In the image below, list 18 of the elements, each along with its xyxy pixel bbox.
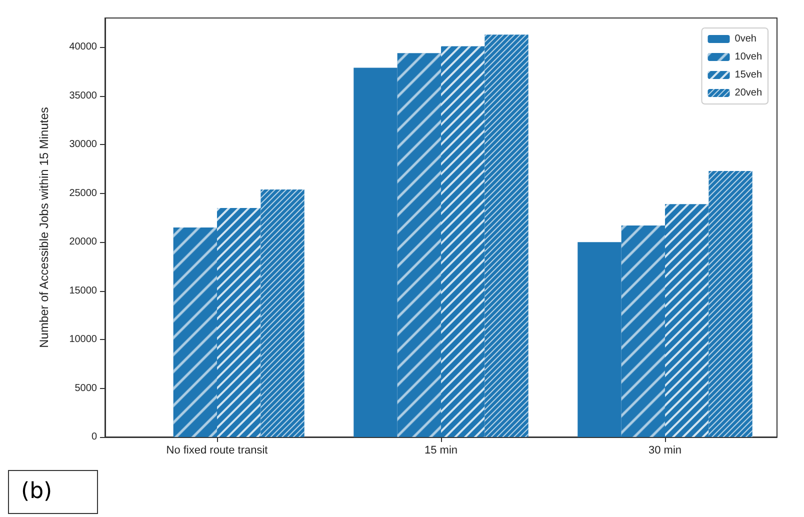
y-tick-label: 25000 [69,188,98,199]
x-tick-label: No fixed route transit [166,444,268,456]
legend-label: 20veh [734,88,762,98]
x-tick-label: 30 min [648,444,682,456]
y-tick-label: 20000 [69,236,98,248]
y-tick-label: 40000 [69,42,98,53]
legend-label: 10veh [734,52,762,62]
text: (b) [8,470,98,514]
y-tick-label: 10000 [69,334,98,346]
y-axis-title: Number of Accessible Jobs within 15 Minutes [37,107,51,348]
y-tick-label: 0 [91,432,98,442]
y-tick-label: 30000 [69,139,98,150]
y-tick-label: 5000 [74,382,98,394]
y-tick-label: 15000 [69,285,98,296]
legend-label: 15veh [734,70,762,80]
legend-label: 0veh [734,34,756,44]
x-tick-label: 15 min [424,444,458,456]
y-tick-label: 35000 [69,90,98,102]
